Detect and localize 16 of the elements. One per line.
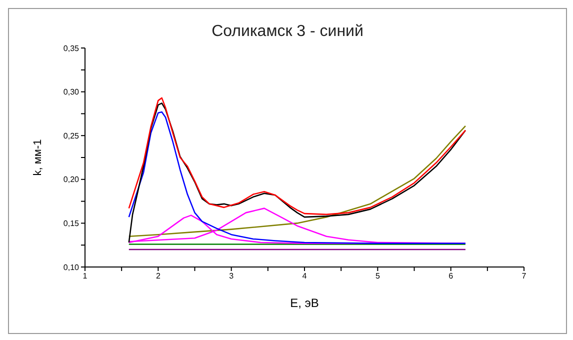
x-tick-label: 3: [229, 272, 234, 281]
y-tick-label: 0,10: [63, 262, 80, 272]
x-tick-label: 4: [302, 272, 308, 281]
y-tick-label: 0,30: [63, 88, 80, 97]
x-tick-label: 1: [82, 272, 88, 281]
x-tick-label: 5: [375, 272, 380, 281]
x-axis-title: E, эВ: [290, 296, 319, 310]
chart-title: Соликамск 3 - синий: [210, 23, 364, 41]
y-tick-label: 0,15: [63, 219, 80, 228]
x-tick-label: 2: [156, 272, 161, 281]
x-tick-label: 6: [448, 272, 454, 281]
y-tick-label: 0,20: [63, 175, 80, 184]
y-tick-label: 0,35: [63, 44, 80, 53]
x-tick-label: 7: [522, 272, 527, 281]
y-axis-title: k, мм-1: [32, 139, 44, 176]
y-tick-label: 0,25: [63, 131, 80, 140]
